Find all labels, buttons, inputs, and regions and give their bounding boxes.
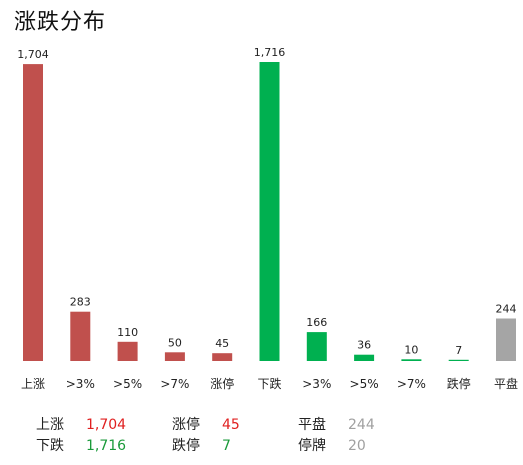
category-label-10: 平盘 <box>494 376 518 391</box>
bar-3 <box>164 352 185 361</box>
bar-value-label-9: 7 <box>455 344 462 357</box>
category-label-1: >3% <box>66 377 95 391</box>
stat-label-limit-down: 跌停 <box>172 438 200 454</box>
category-label-4: 涨停 <box>210 376 234 391</box>
stat-value-up: 1,704 <box>86 417 127 433</box>
page-title: 涨跌分布 <box>14 10 107 35</box>
stat-value-suspended: 20 <box>348 438 366 454</box>
bar-0 <box>23 64 43 361</box>
stat-value-limit-down: 7 <box>222 438 231 454</box>
bar-value-label-7: 36 <box>357 339 371 352</box>
bar-value-label-8: 10 <box>404 343 418 356</box>
bar-value-label-10: 244 <box>496 303 517 316</box>
bar-value-label-6: 166 <box>306 316 327 329</box>
stat-value-down: 1,716 <box>86 438 127 454</box>
bar-8 <box>401 359 422 361</box>
bar-6 <box>306 332 327 361</box>
category-label-6: >3% <box>302 377 331 391</box>
bar-value-label-2: 110 <box>117 326 138 339</box>
category-label-8: >7% <box>397 377 426 391</box>
stat-label-suspended: 停牌 <box>298 438 326 454</box>
bar-value-label-5: 1,716 <box>254 46 286 59</box>
bar-value-label-1: 283 <box>70 296 91 309</box>
bar-4 <box>212 353 233 361</box>
stat-label-down: 下跌 <box>36 438 64 454</box>
stat-label-limit-up: 涨停 <box>172 417 200 433</box>
stat-label-flat: 平盘 <box>298 417 326 433</box>
bar-5 <box>259 62 280 361</box>
stat-value-limit-up: 45 <box>222 417 240 433</box>
category-label-5: 下跌 <box>257 376 281 391</box>
bar-2 <box>117 341 138 361</box>
stat-label-up: 上涨 <box>36 417 64 433</box>
bar-value-label-3: 50 <box>168 336 182 349</box>
stat-value-flat: 244 <box>348 417 375 433</box>
category-label-9: 跌停 <box>447 376 471 391</box>
bar-9 <box>448 359 469 361</box>
category-label-0: 上涨 <box>21 376 45 391</box>
category-label-7: >5% <box>350 377 379 391</box>
category-label-3: >7% <box>160 377 189 391</box>
bar-1 <box>70 311 91 361</box>
bar-value-label-4: 45 <box>215 337 229 350</box>
category-label-2: >5% <box>113 377 142 391</box>
bar-7 <box>354 354 375 361</box>
bar-value-label-0: 1,704 <box>17 48 49 61</box>
distribution-bar-chart: 1,704 上涨 283 >3% 110 >5% 50 >7% 45 涨停 1,716 下跌 166 >3… <box>17 46 518 391</box>
bar-10 <box>496 318 516 361</box>
